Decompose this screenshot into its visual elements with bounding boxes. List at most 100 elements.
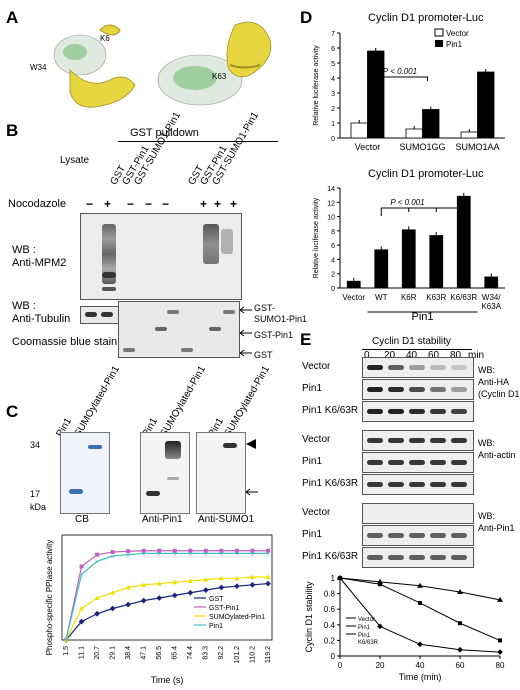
- data-point: [234, 583, 240, 590]
- data-point: ×: [126, 553, 130, 560]
- wb-label: Anti-Pin1: [478, 523, 515, 533]
- band: [430, 387, 446, 392]
- data-point: [457, 646, 463, 653]
- panel-label-d: D: [300, 8, 313, 27]
- y-tick-label: 4: [331, 76, 335, 83]
- pulldown-line: [118, 141, 278, 142]
- blot-row-label: Pin1 K6/63R: [302, 405, 359, 416]
- bar: [460, 131, 478, 139]
- cb-blot: [60, 432, 110, 514]
- data-point: [79, 606, 85, 611]
- band: [451, 409, 467, 414]
- legend-label: Vector: [358, 617, 375, 623]
- data-point: [172, 548, 177, 553]
- antipin1-blot: [140, 432, 190, 514]
- significance-bracket: [372, 76, 428, 81]
- time-label: 60: [428, 350, 440, 361]
- blot-strip: [362, 430, 474, 451]
- y-tick-label: 14: [327, 186, 335, 193]
- data-point: [249, 574, 255, 579]
- x-tick-label: 40: [416, 661, 425, 670]
- data-point: ×: [204, 551, 208, 558]
- antipin1-label: Anti-Pin1: [142, 514, 183, 525]
- data-point: [457, 589, 463, 595]
- bar: [484, 276, 499, 288]
- data-point: [497, 596, 503, 602]
- lane-lysate: Lysate: [60, 155, 90, 166]
- x-tick-label: 101.2: [234, 646, 241, 664]
- band: [451, 365, 467, 370]
- band: [409, 482, 425, 487]
- data-point: [125, 601, 131, 608]
- x-tick-label: 1.5: [63, 646, 70, 656]
- wb-label: Anti-HA: [478, 377, 510, 387]
- data-point: ×: [64, 638, 68, 645]
- y-tick-label: 10: [327, 215, 335, 222]
- bar: [367, 50, 385, 139]
- x-tick-label: Vector: [342, 293, 365, 302]
- band: [367, 555, 383, 560]
- lane-sumo-antipin1: SUMOylated-Pin1: [158, 364, 209, 439]
- x-tick-label: SUMO1GG: [399, 142, 445, 152]
- luciferase-chart-2: 0 2 4 6 8 10 12 14 Relative luciferase activity V…: [313, 186, 505, 320]
- data-point: [377, 578, 383, 584]
- y-tick-label: 0.6: [324, 605, 336, 614]
- x-tick-label: 20.7: [94, 646, 101, 660]
- data-point: ×: [266, 551, 270, 558]
- band: [388, 365, 404, 370]
- x-tick-label: 11.1: [78, 646, 85, 659]
- arrows-c: [245, 439, 258, 496]
- band: [367, 533, 383, 538]
- x-axis-label: Time (s): [151, 675, 184, 685]
- wb-label: WB:: [478, 438, 495, 448]
- legend-label: Pin1: [358, 625, 371, 631]
- blot-row-label: Pin1: [302, 456, 323, 467]
- series-line: [65, 576, 268, 641]
- band: [367, 387, 383, 392]
- legend-label: K6/63R: [358, 640, 379, 646]
- band: [388, 533, 404, 538]
- blot-row-label: Vector: [302, 361, 331, 372]
- band: [409, 533, 425, 538]
- y-tick-label: 3: [331, 91, 335, 98]
- x-tick-label: 47.1: [141, 646, 148, 660]
- data-point: [458, 621, 462, 626]
- y-tick-label: 2: [331, 106, 335, 113]
- ppiase-chart: 1.5 11.1 20.7 29.1 38.4 47.1 56.5 65.4 74.4 83.3 9…: [45, 534, 273, 685]
- bar: [350, 122, 368, 139]
- data-point: [187, 589, 194, 596]
- legend-label: SUMOylated-Pin1: [209, 614, 265, 621]
- data-point: [249, 582, 256, 588]
- label-k63: K63: [212, 72, 227, 81]
- band: [388, 555, 404, 560]
- mpm2-blot: [80, 213, 242, 300]
- stability-title: Cyclin D1 stability: [372, 336, 451, 347]
- band: [430, 365, 446, 370]
- legend-label: Vector: [446, 29, 469, 38]
- band: [388, 460, 404, 465]
- data-point: [188, 548, 193, 553]
- data-point: [79, 564, 84, 569]
- data-point: [156, 595, 163, 601]
- mw-34: 34: [30, 440, 41, 450]
- y-tick-label: 0.8: [324, 590, 336, 599]
- band: [430, 555, 446, 560]
- plot-area: [61, 534, 273, 641]
- data-point: ×: [235, 551, 239, 558]
- y-tick-label: 2: [331, 272, 335, 279]
- y-tick-label: 12: [327, 200, 335, 207]
- legend-label: Pin1: [209, 623, 223, 630]
- data-point: [418, 600, 422, 605]
- band: [388, 409, 404, 414]
- band: [430, 438, 446, 443]
- legend-label: GST-Pin1: [209, 605, 239, 612]
- band: [388, 438, 404, 443]
- x-tick-label: 92.2: [218, 646, 225, 660]
- data-point: [203, 577, 209, 582]
- data-point: [94, 595, 100, 600]
- blot-row-label: Pin1: [302, 383, 323, 394]
- sign: +: [200, 197, 208, 211]
- data-point: ×: [157, 551, 161, 558]
- y-tick-label: 1: [331, 574, 336, 583]
- data-point: [172, 579, 178, 585]
